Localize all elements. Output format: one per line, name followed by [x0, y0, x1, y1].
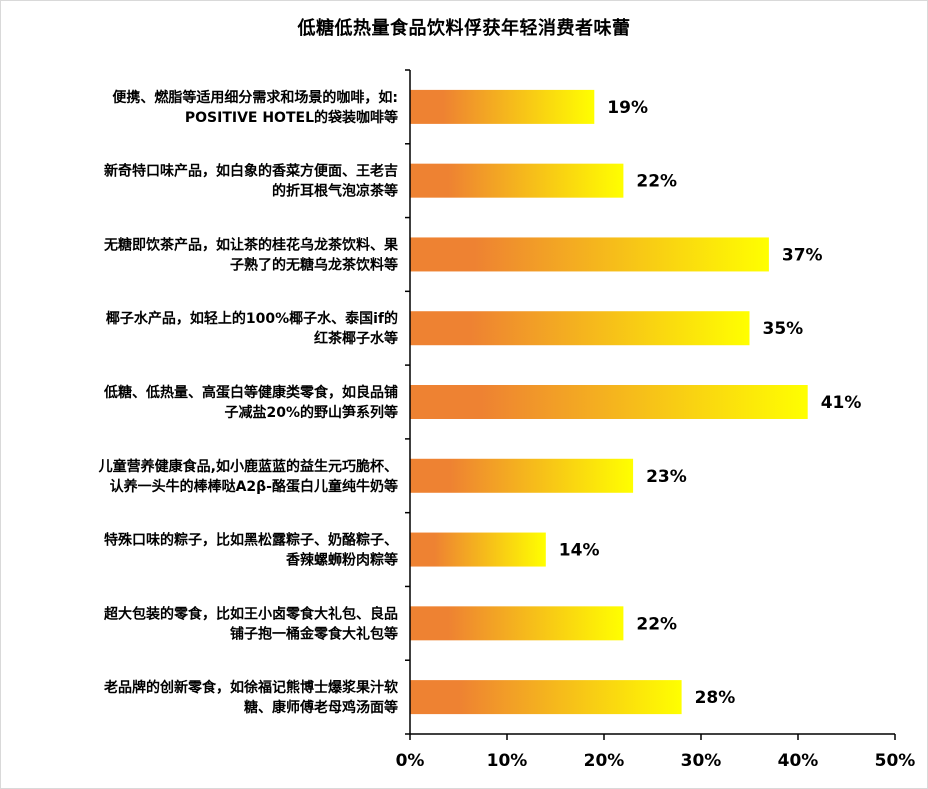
- bar: [410, 680, 682, 715]
- category-label: 香辣螺蛳粉肉粽等: [285, 552, 398, 569]
- category-label: 椰子水产品，如轻上的100%椰子水、泰国if的: [106, 310, 398, 327]
- category-label: 特殊口味的粽子，比如黑松露粽子、奶酪粽子、: [104, 532, 398, 549]
- category-label: 无糖即饮茶产品，如让茶的桂花乌龙茶饮料、果: [103, 236, 399, 253]
- category-label: 子减盐20%的野山笋系列等: [224, 404, 398, 421]
- x-tick-label: 30%: [681, 751, 722, 771]
- x-tick-label: 20%: [584, 751, 625, 771]
- bar: [410, 163, 624, 198]
- labels-layer: 19% 便携、燃脂等适用细分需求和场景的咖啡，如: POSITIVE HOTEL的袋…: [98, 89, 916, 771]
- bar: [410, 606, 624, 641]
- data-label: 22%: [636, 172, 677, 192]
- category-label: 儿童营养健康食品,如小鹿蓝蓝的益生元巧脆杯、: [98, 458, 398, 475]
- category-label: 便携、燃脂等适用细分需求和场景的咖啡，如:: [112, 89, 398, 106]
- category-label: POSITIVE HOTEL的袋装咖啡等: [185, 109, 398, 126]
- bar: [410, 532, 546, 567]
- data-label: 14%: [559, 541, 600, 561]
- data-label: 35%: [763, 319, 804, 339]
- data-label: 37%: [782, 245, 823, 265]
- category-label: 低糖、低热量、高蛋白等健康类零食，如良品铺: [103, 384, 398, 401]
- data-label: 22%: [636, 614, 677, 634]
- data-label: 28%: [695, 688, 736, 708]
- chart-title: 低糖低热量食品饮料俘获年轻消费者味蕾: [297, 18, 631, 39]
- category-label: 认养一头牛的棒棒哒A2β-酪蛋白儿童纯牛奶等: [110, 478, 398, 495]
- axes: [405, 69, 896, 740]
- category-label: 老品牌的创新零食，如徐福记熊博士爆浆果汁软: [104, 679, 399, 696]
- data-label: 19%: [607, 98, 648, 118]
- x-tick-label: 10%: [487, 751, 528, 771]
- category-label: 糖、康师傅老母鸡汤面等: [244, 699, 398, 716]
- x-tick-label: 0%: [396, 751, 425, 771]
- data-label: 23%: [646, 467, 687, 487]
- category-label: 红茶椰子水等: [314, 330, 398, 347]
- category-label: 子熟了的无糖乌龙茶饮料等: [230, 256, 398, 273]
- bars-layer: [410, 89, 808, 715]
- category-label: 的折耳根气泡凉茶等: [272, 183, 398, 200]
- bar: [410, 311, 750, 346]
- bar: [410, 237, 769, 272]
- bar: [410, 385, 808, 419]
- bar: [410, 89, 595, 124]
- data-label: 41%: [821, 393, 862, 413]
- x-tick-label: 50%: [875, 751, 916, 771]
- category-label: 铺子抱一桶金零食大礼包等: [230, 625, 398, 642]
- category-label: 超大包装的零食，比如王小卤零食大礼包、良品: [103, 605, 398, 622]
- x-tick-label: 40%: [778, 751, 819, 771]
- category-label: 新奇特口味产品，如白象的香菜方便面、王老吉: [104, 163, 398, 180]
- bar: [410, 458, 634, 493]
